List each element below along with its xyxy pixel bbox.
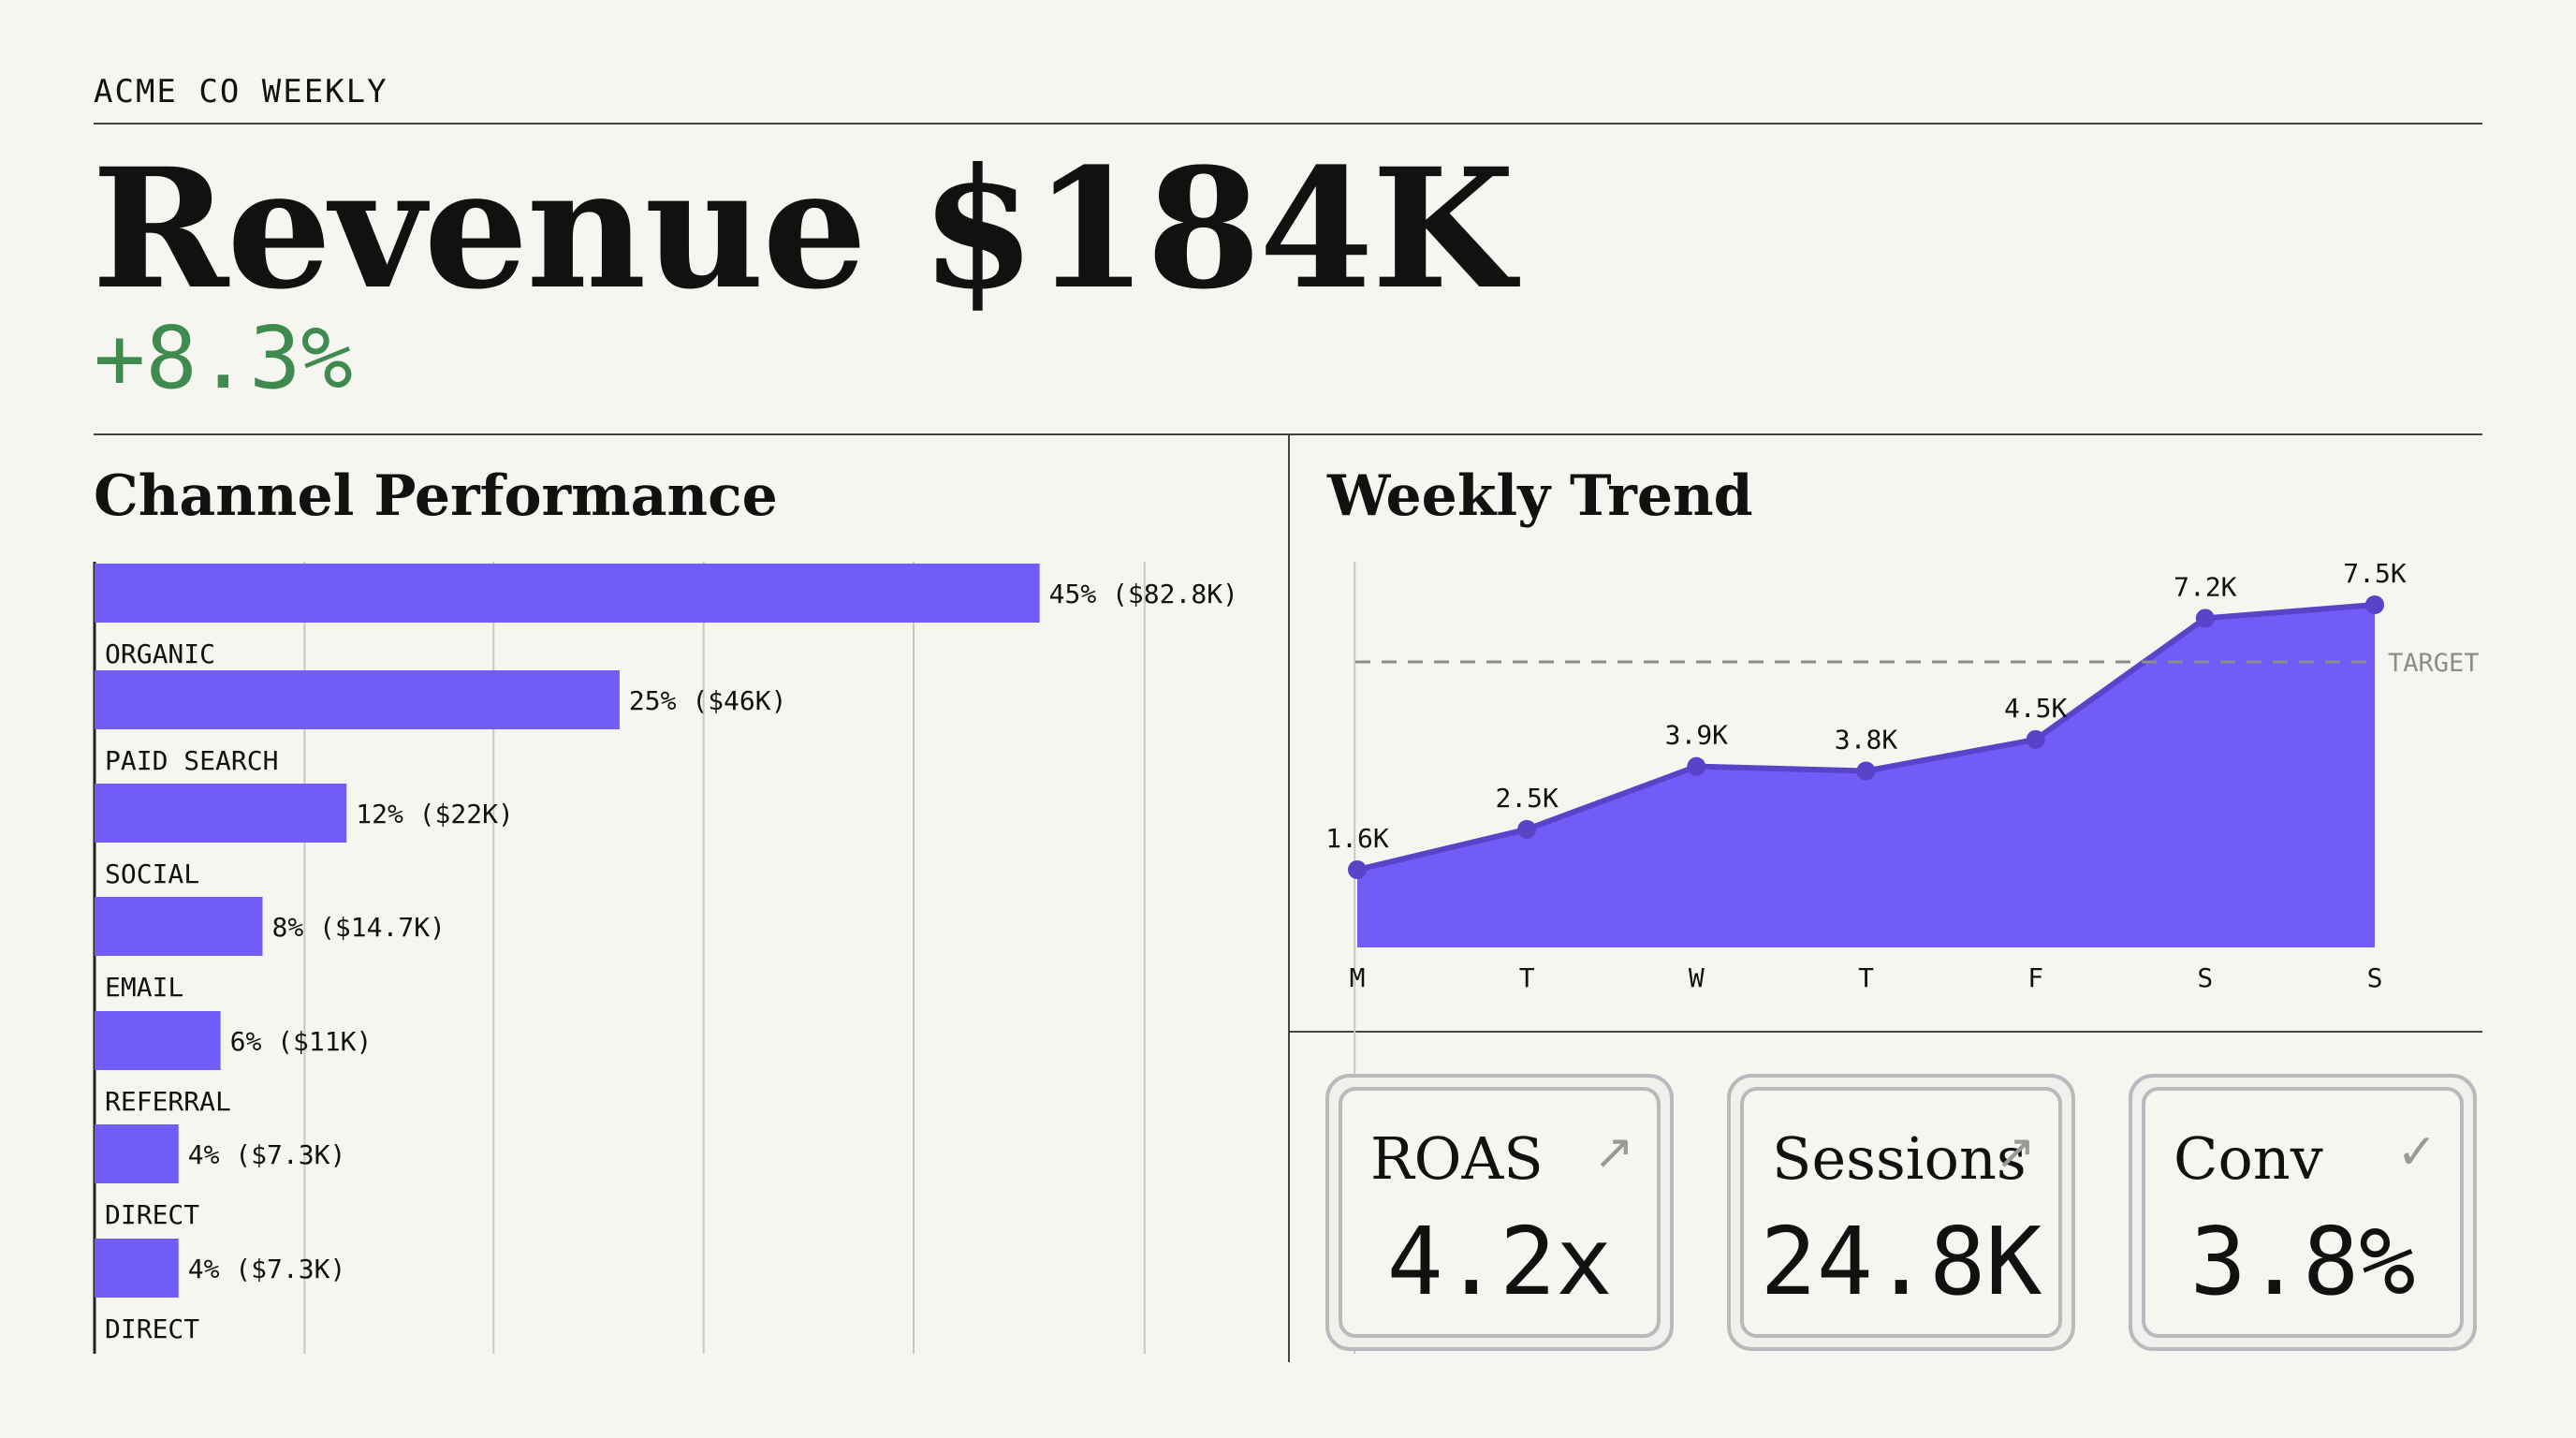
section-divider: [94, 433, 2482, 435]
trend-point: [2026, 729, 2045, 749]
channel-bar: [95, 1011, 221, 1070]
top-divider: [94, 123, 2482, 125]
bar-category-label: DIRECT: [105, 1199, 199, 1230]
channel-bar: [95, 1239, 179, 1298]
bar-category-label: PAID SEARCH: [105, 745, 278, 776]
bar-category-label: EMAIL: [105, 972, 183, 1003]
kpi-label: ROAS: [1370, 1124, 1544, 1193]
trend-x-tick-label: W: [1689, 962, 1705, 993]
trend-data-label: 2.5K: [1495, 783, 1559, 814]
trend-point: [1517, 819, 1537, 839]
bar-data-label: 8% ($14.7K): [271, 912, 445, 943]
kpi-value: 24.8K: [1760, 1207, 2042, 1316]
channel-performance-title: Channel Performance: [94, 463, 778, 529]
trend-x-tick-label: T: [1858, 962, 1874, 993]
trend-point: [2195, 609, 2215, 628]
trend-x-tick-label: S: [2367, 962, 2383, 993]
channel-bar: [95, 784, 347, 843]
bar-category-label: REFERRAL: [105, 1086, 231, 1117]
channel-bar: [95, 1124, 179, 1183]
check-icon: ✓: [2396, 1125, 2437, 1180]
trend-data-label: 1.6K: [1325, 823, 1389, 854]
kpi-label: Conv: [2174, 1124, 2323, 1193]
bar-category-label: DIRECT: [105, 1313, 199, 1344]
trend-point: [1687, 756, 1706, 776]
kpi-card-conv: Conv ✓ 3.8%: [2129, 1074, 2477, 1351]
bar-category-label: SOCIAL: [105, 858, 199, 889]
kpi-value: 3.8%: [2189, 1207, 2416, 1316]
arrow-up-right-icon: ↗: [1593, 1125, 1634, 1180]
bar-data-label: 4% ($7.3K): [188, 1139, 346, 1170]
trend-kpi-divider: [1290, 1031, 2482, 1033]
trend-data-label: 7.5K: [2343, 558, 2407, 589]
bar-category-label: ORGANIC: [105, 638, 215, 669]
weekly-trend-chart: TARGET 1.6K M 2.5K T 3.9K W 3.8K T 4.5K F 7.2K S 7.5K…: [1325, 558, 2480, 993]
trend-point: [2365, 595, 2384, 614]
trend-x-tick-label: T: [1519, 962, 1535, 993]
trend-point: [1856, 761, 1876, 781]
trend-x-tick-label: F: [2027, 962, 2043, 993]
trend-data-label: 7.2K: [2174, 571, 2237, 602]
column-divider: [1288, 435, 1290, 1362]
kpi-card-roas: ROAS ↗ 4.2x: [1325, 1074, 1674, 1351]
kpi-value: 4.2x: [1386, 1207, 1613, 1316]
trend-x-tick-label: S: [2197, 962, 2213, 993]
weekly-trend-title: Weekly Trend: [1327, 463, 1753, 529]
arrow-up-right-icon: ↗: [1995, 1125, 2036, 1180]
kpi-label: Sessions: [1772, 1124, 2027, 1193]
trend-data-label: 4.5K: [2004, 693, 2068, 724]
page-title: Revenue $184K: [92, 132, 1515, 326]
bar-data-label: 25% ($46K): [629, 685, 787, 716]
bar-data-label: 6% ($11K): [230, 1026, 373, 1057]
channel-bar: [95, 897, 263, 956]
bar-data-label: 45% ($82.8K): [1049, 579, 1238, 609]
channel-bar-chart: 45% ($82.8K) ORGANIC 25% ($46K) PAID SEARCH…: [93, 562, 1356, 1354]
trend-data-label: 3.8K: [1835, 724, 1898, 755]
target-label: TARGET: [2388, 649, 2480, 678]
bar-data-label: 12% ($22K): [356, 799, 514, 829]
channel-bar: [95, 564, 1040, 623]
trend-point: [1348, 860, 1367, 879]
kpi-card-sessions: Sessions ↗ 24.8K: [1727, 1074, 2075, 1351]
channel-bar: [95, 670, 620, 729]
trend-x-tick-label: M: [1350, 962, 1366, 993]
brand-label: ACME CO WEEKLY: [94, 73, 388, 110]
revenue-delta: +8.3%: [94, 308, 353, 408]
bar-data-label: 4% ($7.3K): [188, 1254, 346, 1284]
trend-data-label: 3.9K: [1665, 720, 1729, 751]
